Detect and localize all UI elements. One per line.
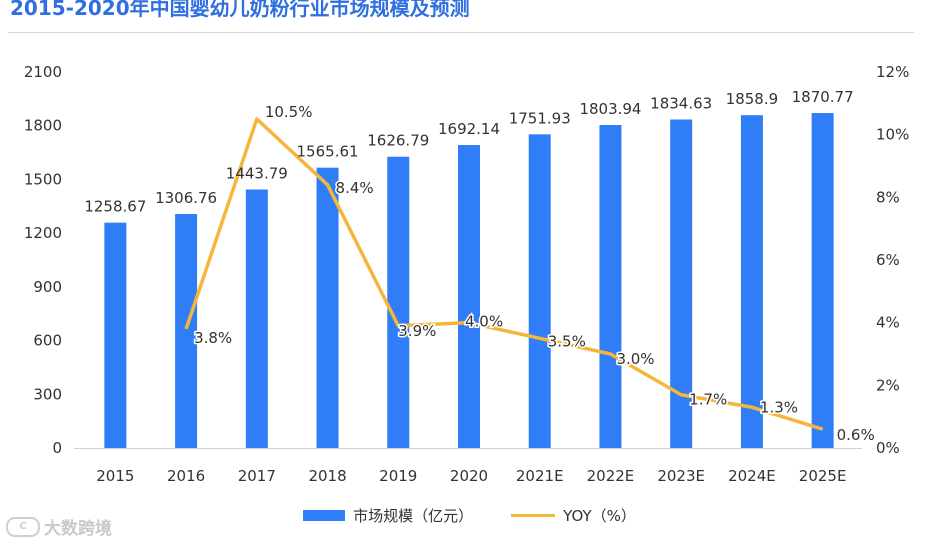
bar-series [104, 113, 834, 449]
bar-data-label: 1565.61 [297, 143, 359, 161]
bar [528, 134, 551, 448]
right-axis-tick-label: 0% [876, 439, 900, 457]
right-axis: 0% 2% 4% 6% 8% 10% 12% [876, 63, 909, 457]
right-axis-tick-label: 2% [876, 376, 900, 394]
bar-data-label: 1858.9 [726, 90, 779, 108]
legend-line-swatch [511, 514, 556, 517]
line-data-label: 4.0% [465, 313, 503, 331]
line-data-labels: 3.8% 10.5% 8.4% 3.9% 4.0% 3.5% 3.0% 1.7% 1.3% 0.6… [193, 102, 877, 446]
x-axis-tick-label: 2018 [308, 467, 346, 485]
x-axis-tick-label: 2017 [238, 467, 276, 485]
yoy-line [184, 117, 824, 431]
x-axis-tick-label: 2019 [379, 467, 417, 485]
left-axis-tick-label: 300 [33, 385, 62, 403]
line-data-label: 1.7% [689, 391, 727, 409]
line-data-label: 3.8% [194, 329, 232, 347]
line-data-label: 10.5% [265, 103, 313, 121]
x-axis-tick-label: 2021E [516, 467, 564, 485]
bar-data-labels: 1258.67 1306.76 1443.79 1565.61 1626.79 1692.… [84, 88, 853, 216]
line-series [184, 117, 824, 431]
line-data-label: 3.5% [548, 332, 586, 350]
bar-data-label: 1834.63 [650, 95, 712, 113]
legend: 市场规模（亿元） YOY（%） [0, 505, 939, 526]
x-axis-tick-label: 2022E [587, 467, 635, 485]
left-axis-tick-label: 900 [33, 278, 62, 296]
legend-item-bar[interactable]: 市场规模（亿元） [303, 505, 473, 526]
bar-data-label: 1803.94 [579, 100, 641, 118]
line-data-label: 8.4% [336, 179, 374, 197]
left-axis-tick-label: 1800 [24, 117, 62, 135]
watermark-logo-icon: C [6, 516, 40, 537]
bar [387, 156, 410, 449]
chart-title: 2015-2020年中国婴幼儿奶粉行业市场规模及预测 [10, 0, 470, 20]
bar [811, 113, 834, 448]
bar [316, 167, 339, 448]
legend-bar-label: 市场规模（亿元） [353, 507, 474, 525]
bar-data-label: 1443.79 [226, 164, 288, 182]
legend-bar-swatch [303, 510, 346, 521]
right-axis-tick-label: 12% [876, 63, 909, 81]
bar [104, 222, 127, 448]
bar [245, 189, 268, 448]
right-axis-tick-label: 4% [876, 314, 900, 332]
x-axis-tick-label: 2016 [167, 467, 205, 485]
bar [740, 115, 763, 448]
watermark: C 大数跨境 [6, 514, 112, 539]
x-axis-tick-label: 2025E [799, 467, 847, 485]
left-axis-tick-label: 600 [33, 332, 62, 350]
left-axis-tick-label: 0 [52, 439, 62, 457]
bar [175, 214, 198, 448]
left-axis: 0 300 600 900 1200 1500 1800 2100 [24, 63, 62, 457]
left-axis-tick-label: 1500 [24, 170, 62, 188]
bar-data-label: 1626.79 [367, 132, 429, 150]
bar [599, 125, 622, 448]
legend-item-line[interactable]: YOY（%） [511, 505, 636, 526]
bar-data-label: 1870.77 [792, 88, 854, 106]
bar-data-label: 1306.76 [155, 189, 217, 207]
right-axis-tick-label: 10% [876, 126, 909, 144]
bar-data-label: 1751.93 [509, 109, 571, 127]
watermark-text: 大数跨境 [44, 519, 112, 539]
left-axis-tick-label: 2100 [24, 63, 62, 81]
left-axis-tick-label: 1200 [24, 224, 62, 242]
bar-data-label: 1692.14 [438, 120, 500, 138]
line-data-label: 1.3% [760, 398, 798, 416]
bar-data-label: 1258.67 [84, 198, 146, 216]
bar [458, 145, 480, 448]
title-divider [8, 32, 914, 33]
x-axis-tick-label: 2015 [96, 467, 134, 485]
bar [670, 119, 693, 449]
x-axis: 2015 2016 2017 2018 2019 2020 2021E 2022E 2023E 2… [74, 448, 862, 485]
line-data-label: 3.9% [398, 322, 436, 340]
x-axis-tick-label: 2024E [728, 467, 776, 485]
line-data-label: 3.0% [616, 350, 654, 368]
x-axis-tick-label: 2020 [450, 467, 488, 485]
legend-line-label: YOY（%） [563, 507, 636, 525]
line-data-label: 0.6% [837, 426, 875, 444]
right-axis-tick-label: 8% [876, 188, 900, 206]
x-axis-tick-label: 2023E [657, 467, 705, 485]
right-axis-tick-label: 6% [876, 251, 900, 269]
